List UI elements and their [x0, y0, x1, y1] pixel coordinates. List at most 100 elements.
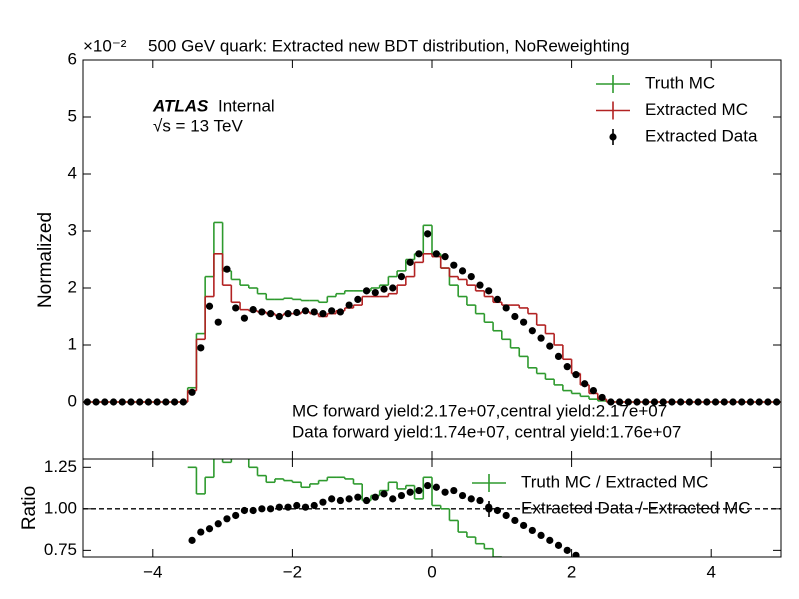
- data-point: [502, 304, 510, 312]
- data-point: [476, 281, 484, 289]
- data-point: [599, 572, 606, 579]
- data-point: [450, 261, 458, 269]
- data-point: [301, 307, 310, 315]
- data-point: [615, 398, 624, 406]
- data-point: [703, 398, 711, 406]
- annotation: Data forward yield:1.74e+07, central yie…: [292, 422, 681, 441]
- data-point: [711, 398, 720, 406]
- data-point: [458, 491, 467, 500]
- data-point: [583, 556, 587, 557]
- data-point: [476, 496, 484, 505]
- data-point: [458, 267, 467, 275]
- data-point: [118, 398, 126, 406]
- data-point: [432, 250, 440, 258]
- data-point: [328, 307, 336, 315]
- data-point: [92, 398, 100, 406]
- data-point: [205, 302, 214, 310]
- y-axis-title: Ratio: [19, 486, 40, 530]
- data-point: [197, 344, 205, 352]
- data-point: [659, 398, 667, 406]
- y-tick-label: 0.75: [44, 540, 77, 559]
- data-point: [624, 398, 632, 406]
- data-point: [554, 352, 563, 360]
- data-point: [310, 501, 318, 510]
- data-point: [266, 505, 275, 513]
- data-point: [685, 398, 693, 406]
- data-point: [345, 495, 353, 503]
- data-point: [284, 310, 292, 318]
- data-point: [232, 511, 240, 520]
- data-point: [214, 318, 222, 326]
- data-point: [389, 284, 397, 292]
- legend-label: Extracted MC: [645, 100, 748, 119]
- data-point: [467, 495, 475, 503]
- data-point: [537, 531, 545, 540]
- data-point: [415, 250, 423, 258]
- atlas-status: Internal: [218, 96, 275, 115]
- data-point: [258, 505, 266, 513]
- data-point: [240, 314, 249, 322]
- y-tick-label: 5: [68, 106, 77, 125]
- data-point: [694, 398, 702, 406]
- data-point: [537, 334, 545, 342]
- data-point: [554, 541, 563, 549]
- data-point: [249, 306, 257, 314]
- x-tick-label: −2: [283, 562, 302, 581]
- data-point: [293, 308, 301, 317]
- legend-marker: [609, 133, 617, 141]
- chart-title: 500 GeV quark: Extracted new BDT distrib…: [148, 36, 630, 55]
- y-tick-label: 4: [68, 163, 77, 182]
- data-point: [275, 503, 283, 511]
- data-point: [362, 287, 371, 295]
- x-tick-label: 2: [567, 562, 576, 581]
- data-point: [389, 495, 397, 503]
- data-point: [223, 265, 231, 273]
- data-point: [607, 398, 615, 406]
- data-point: [511, 312, 519, 321]
- data-point: [520, 318, 528, 326]
- data-point: [328, 495, 336, 503]
- data-point: [546, 536, 554, 544]
- y-tick-label: 2: [68, 277, 77, 296]
- y-offset-label: ×10⁻²: [83, 36, 127, 55]
- y-axis-title: Normalized: [35, 212, 56, 308]
- x-tick-label: 4: [706, 562, 715, 581]
- data-point: [284, 503, 292, 511]
- data-point: [188, 536, 196, 544]
- ratio-plot: [83, 459, 781, 579]
- data-point: [319, 310, 327, 318]
- data-point: [493, 506, 502, 515]
- data-point: [589, 387, 598, 395]
- data-point: [642, 398, 650, 406]
- y-tick-label: 3: [68, 220, 77, 239]
- data-point: [677, 398, 685, 406]
- legend-label: Truth MC / Extracted MC: [521, 472, 708, 491]
- data-point: [729, 398, 737, 406]
- data-point: [153, 398, 161, 406]
- data-point: [249, 506, 257, 515]
- data-point: [109, 398, 118, 406]
- data-point: [450, 486, 458, 495]
- energy-label: √s = 13 TeV: [153, 116, 243, 135]
- data-point: [563, 363, 571, 371]
- data-point: [293, 501, 301, 510]
- data-point: [266, 310, 275, 318]
- legend-marker: [485, 505, 493, 513]
- data-point: [240, 506, 249, 515]
- data-point: [380, 285, 388, 293]
- data-point: [336, 308, 344, 316]
- data-point: [755, 398, 763, 406]
- y-tick-label: 1.25: [44, 457, 77, 476]
- data-point: [572, 551, 580, 557]
- data-point: [223, 515, 231, 523]
- data-point: [563, 546, 571, 554]
- data-point: [633, 398, 641, 406]
- annotation: MC forward yield:2.17e+07,central yield:…: [292, 401, 667, 420]
- data-point: [528, 526, 536, 535]
- data-point: [720, 398, 728, 406]
- data-point: [432, 483, 440, 491]
- atlas-label: ATLAS: [152, 96, 209, 115]
- data-point: [171, 398, 179, 406]
- data-point: [127, 398, 135, 406]
